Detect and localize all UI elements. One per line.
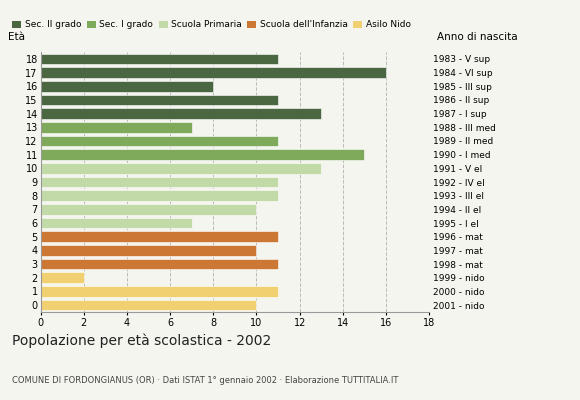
Bar [41, 259, 278, 270]
Bar [41, 218, 192, 228]
Bar [41, 190, 278, 201]
Text: Popolazione per età scolastica - 2002: Popolazione per età scolastica - 2002 [12, 334, 271, 348]
Bar [41, 149, 364, 160]
Bar [41, 136, 278, 146]
Bar [41, 204, 256, 215]
Text: COMUNE DI FORDONGIANUS (OR) · Dati ISTAT 1° gennaio 2002 · Elaborazione TUTTITAL: COMUNE DI FORDONGIANUS (OR) · Dati ISTAT… [12, 376, 398, 385]
Bar [41, 245, 256, 256]
Bar [41, 300, 256, 310]
Bar [41, 67, 386, 78]
Bar [41, 163, 321, 174]
Bar [41, 108, 321, 119]
Bar [41, 122, 192, 133]
Bar [41, 272, 84, 283]
Legend: Sec. II grado, Sec. I grado, Scuola Primaria, Scuola dell'Infanzia, Asilo Nido: Sec. II grado, Sec. I grado, Scuola Prim… [12, 20, 411, 29]
Bar [41, 94, 278, 105]
Text: Età: Età [8, 32, 24, 42]
Bar [41, 81, 213, 92]
Bar [41, 177, 278, 187]
Bar [41, 231, 278, 242]
Text: Anno di nascita: Anno di nascita [437, 32, 517, 42]
Bar [41, 286, 278, 297]
Bar [41, 54, 278, 64]
